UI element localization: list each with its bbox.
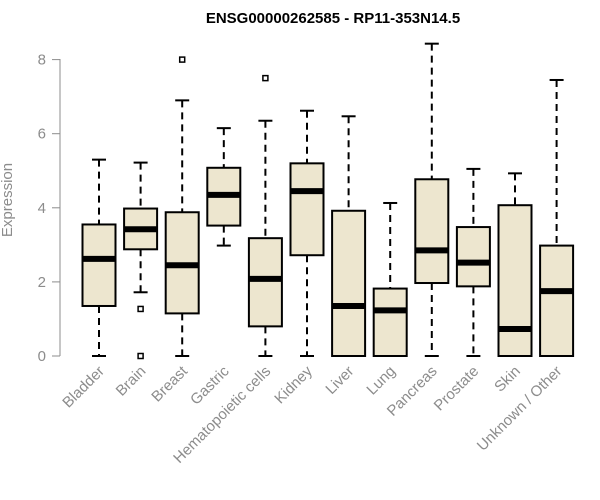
box-5: [289, 109, 325, 357]
box-10: [497, 172, 533, 357]
outlier-point: [137, 305, 144, 313]
x-tick-label: Lung: [363, 363, 399, 399]
x-tick-label: Kidney: [271, 362, 316, 407]
y-tick-label: 4: [38, 200, 46, 217]
x-tick-label: Breast: [148, 362, 191, 405]
box-6: [331, 115, 367, 357]
iqr-box: [81, 223, 117, 307]
y-tick-label: 2: [38, 274, 46, 291]
x-tick-label: Liver: [322, 363, 357, 398]
iqr-box: [331, 209, 367, 357]
outlier-point: [262, 74, 269, 82]
box-1: [123, 161, 159, 360]
box-8: [414, 42, 450, 357]
y-tick-label: 8: [38, 52, 46, 69]
box-11: [539, 78, 575, 357]
box-2: [164, 56, 200, 357]
box-3: [206, 127, 242, 247]
iqr-box: [414, 178, 450, 285]
iqr-box: [539, 244, 575, 357]
x-tick-label: Skin: [491, 363, 524, 396]
box-0: [81, 158, 117, 357]
box-9: [455, 167, 491, 357]
iqr-box: [497, 204, 533, 357]
iqr-box: [455, 226, 491, 288]
iqr-box: [372, 287, 408, 357]
y-axis-label: Expression: [0, 163, 16, 237]
iqr-box: [289, 162, 325, 257]
y-tick-label: 6: [38, 126, 46, 143]
outlier-point: [137, 352, 144, 360]
y-axis-ticks: 0 2 4 6 8: [38, 52, 60, 365]
outlier-point: [178, 56, 186, 63]
box-4: [247, 74, 283, 357]
box-series: [81, 42, 575, 360]
box-7: [372, 201, 408, 357]
x-tick-label: Brain: [113, 363, 150, 400]
chart-title: ENSG00000262585 - RP11-353N14.5: [206, 10, 460, 27]
x-tick-label: Prostate: [431, 363, 483, 415]
iqr-box: [247, 237, 283, 328]
y-tick-label: 0: [38, 348, 46, 365]
x-tick-label: Bladder: [59, 363, 108, 412]
